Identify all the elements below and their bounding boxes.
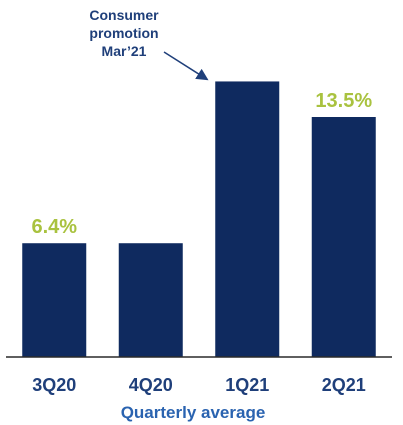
x-tick-labels: 3Q20 4Q20 1Q21 2Q21: [32, 375, 366, 395]
bar-3q20: [22, 243, 87, 357]
annotation-arrow: [163, 51, 209, 81]
data-label: 6.4%: [31, 216, 77, 238]
x-tick-label: 4Q20: [129, 375, 173, 395]
bars-group: [22, 81, 376, 357]
x-tick-label: 1Q21: [225, 375, 269, 395]
x-tick-label: 2Q21: [322, 375, 366, 395]
x-tick-label: 3Q20: [32, 375, 76, 395]
data-label: 13.5%: [315, 90, 372, 112]
consumer-promotion-annotation: Consumer promotion Mar’21: [89, 7, 209, 81]
data-labels: 6.4% 13.5%: [31, 90, 372, 238]
x-axis-title: Quarterly average: [121, 403, 266, 422]
annotation-text-line: promotion: [89, 25, 158, 41]
annotation-text-line: Consumer: [89, 7, 159, 23]
bar-4q20: [118, 243, 183, 357]
bar-1q21: [215, 81, 280, 357]
bar-2q21: [311, 117, 376, 357]
annotation-text-line: Mar’21: [102, 43, 147, 59]
